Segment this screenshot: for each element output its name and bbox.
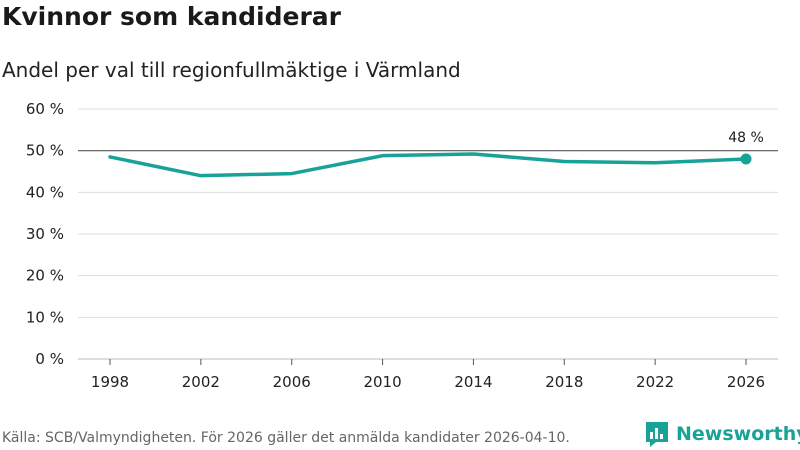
y-tick-label: 20 %	[26, 267, 64, 285]
x-tick-label: 2026	[727, 373, 765, 391]
y-tick-label: 60 %	[26, 100, 64, 118]
chart-title: Kvinnor som kandiderar	[2, 2, 341, 31]
x-tick-label: 2018	[545, 373, 583, 391]
y-tick-label: 10 %	[26, 308, 64, 326]
x-tick-label: 2002	[182, 373, 220, 391]
brand-name: Newsworthy	[676, 423, 800, 445]
y-tick-label: 40 %	[26, 183, 64, 201]
line-chart: 0 % 10 % 20 % 30 % 40 % 50 % 60 % 1998 2002 2006 2…	[26, 100, 778, 391]
y-tick-label: 50 %	[26, 142, 64, 160]
x-tick-label: 2006	[273, 373, 311, 391]
y-tick-label: 0 %	[35, 350, 64, 368]
data-point-2026	[740, 153, 752, 165]
x-tick-label: 1998	[91, 373, 129, 391]
chart-subtitle: Andel per val till regionfullmäktige i V…	[2, 58, 461, 82]
y-tick-label: 30 %	[26, 225, 64, 243]
x-tick-label: 2022	[636, 373, 674, 391]
x-tick-label: 2010	[363, 373, 401, 391]
x-tick-label: 2014	[454, 373, 492, 391]
newsworthy-logo[interactable]: Newsworthy	[644, 420, 800, 448]
data-label-2026: 48 %	[728, 130, 764, 146]
series-line	[108, 152, 748, 178]
newsworthy-logo-icon	[646, 422, 668, 447]
source-note: Källa: SCB/Valmyndigheten. För 2026 gäll…	[2, 430, 570, 446]
